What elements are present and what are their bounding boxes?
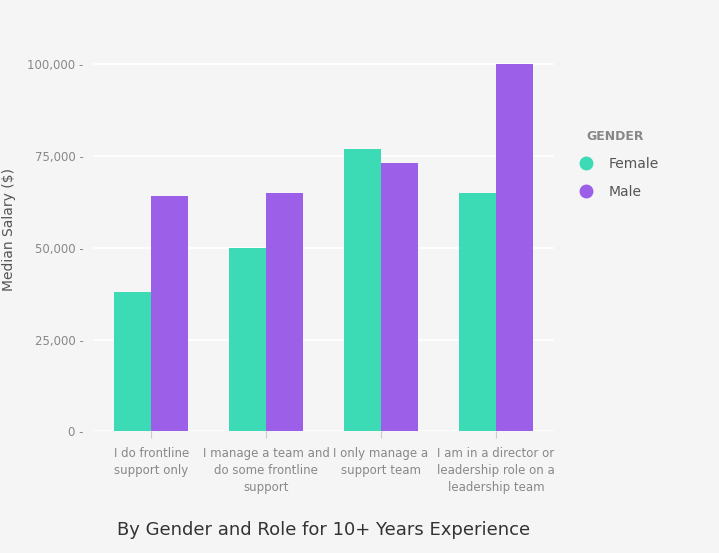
Bar xyxy=(381,164,418,431)
Bar xyxy=(266,193,303,431)
Bar xyxy=(151,196,188,431)
Y-axis label: Median Salary ($): Median Salary ($) xyxy=(2,168,17,291)
Bar xyxy=(344,149,381,431)
Bar xyxy=(229,248,266,431)
Bar xyxy=(496,64,533,431)
Bar xyxy=(459,193,496,431)
X-axis label: By Gender and Role for 10+ Years Experience: By Gender and Role for 10+ Years Experie… xyxy=(117,521,530,539)
Bar xyxy=(114,292,151,431)
Legend: Female, Male: Female, Male xyxy=(565,123,665,206)
